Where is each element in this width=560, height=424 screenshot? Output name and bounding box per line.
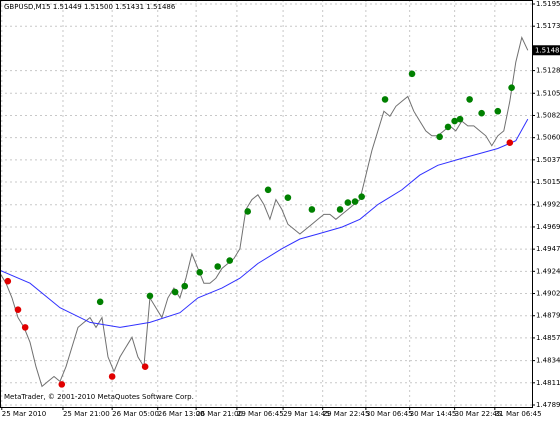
y-tick-label: 1.48115 bbox=[536, 379, 560, 387]
signal-dot bbox=[506, 139, 514, 146]
x-tick-label: 31 Mar 06:45 bbox=[495, 410, 542, 418]
signal-dot bbox=[466, 96, 473, 103]
signal-dot bbox=[264, 186, 272, 194]
y-tick-label: 1.49245 bbox=[536, 267, 560, 275]
y-tick-label: 1.48570 bbox=[536, 334, 560, 342]
signal-dot bbox=[226, 257, 234, 264]
y-tick-label: 1.50825 bbox=[536, 111, 560, 119]
signal-dot bbox=[141, 363, 149, 371]
y-tick-label: 1.51280 bbox=[536, 67, 560, 75]
signal-dot bbox=[381, 96, 389, 103]
x-tick-label: 29 Mar 14:45 bbox=[283, 410, 330, 418]
low: 1.51431 bbox=[115, 3, 144, 11]
series-line bbox=[0, 118, 529, 328]
signal-dot bbox=[171, 288, 179, 296]
signal-dot bbox=[508, 84, 515, 91]
x-tick-label: 26 Mar 05:00 bbox=[112, 410, 159, 418]
signal-dot bbox=[444, 123, 452, 131]
open: 1.51449 bbox=[53, 3, 82, 11]
x-tick-label: 25 Mar 2010 bbox=[2, 410, 46, 418]
footer: MetaTrader, © 2001-2010 MetaQuotes Softw… bbox=[4, 393, 194, 401]
signal-dot bbox=[96, 298, 104, 306]
signal-dot bbox=[284, 194, 292, 201]
signal-dot bbox=[478, 109, 485, 117]
x-tick-label: 26 Mar 21:00 bbox=[196, 410, 243, 418]
signal-dot bbox=[336, 206, 344, 213]
plot-frame bbox=[0, 0, 533, 408]
y-tick-label: 1.50150 bbox=[536, 178, 560, 186]
current-price-box bbox=[533, 45, 560, 56]
signal-dot bbox=[14, 306, 22, 314]
signal-dot bbox=[308, 206, 316, 213]
signal-dot bbox=[456, 115, 464, 123]
x-tick-label: 30 Mar 22:45 bbox=[455, 410, 502, 418]
y-tick-label: 1.49470 bbox=[536, 245, 560, 253]
plot bbox=[0, 36, 529, 388]
x-tick-label: 30 Mar 14:45 bbox=[410, 410, 457, 418]
close: 1.51486 bbox=[146, 3, 175, 11]
signal-dot bbox=[196, 269, 204, 276]
signal-dot bbox=[351, 198, 359, 205]
y-tick-label: 1.49695 bbox=[536, 223, 560, 231]
high: 1.51500 bbox=[84, 3, 113, 11]
y-tick-label: 1.51955 bbox=[536, 0, 560, 8]
y-tick-label: 1.51730 bbox=[536, 22, 560, 30]
y-tick-label: 1.48795 bbox=[536, 312, 560, 320]
y-tick-label: 1.50600 bbox=[536, 134, 560, 142]
signal-dot bbox=[4, 277, 12, 285]
x-tick-label: 29 Mar 06:45 bbox=[237, 410, 284, 418]
header: GBPUSD,M15 1.51449 1.51500 1.51431 1.514… bbox=[4, 3, 176, 11]
symbol: GBPUSD,M15 bbox=[4, 3, 51, 11]
signal-dot bbox=[181, 282, 189, 290]
signal-dot bbox=[244, 208, 252, 215]
x-tick-label: 25 Mar 21:00 bbox=[63, 410, 110, 418]
y-tick-label: 1.48340 bbox=[536, 357, 560, 365]
signal-dot bbox=[358, 193, 365, 200]
x-tick-label: 30 Mar 06:45 bbox=[366, 410, 413, 418]
y-tick-label: 1.49020 bbox=[536, 290, 560, 298]
signal-dot bbox=[408, 70, 416, 78]
signal-dot bbox=[146, 292, 154, 300]
signal-dot bbox=[451, 117, 458, 125]
y-tick-label: 1.49920 bbox=[536, 201, 560, 209]
signal-dot bbox=[58, 381, 66, 388]
signal-dot bbox=[108, 373, 116, 380]
signal-dot bbox=[494, 107, 502, 115]
x-tick-label: 29 Mar 22:45 bbox=[323, 410, 370, 418]
x-tick-label: 26 Mar 13:00 bbox=[158, 410, 205, 418]
signal-dot bbox=[21, 324, 29, 331]
grid bbox=[0, 0, 532, 407]
current-price-label: 1.51486 bbox=[535, 46, 560, 54]
y-tick-label: 1.50375 bbox=[536, 156, 560, 164]
y-tick-label: 1.51050 bbox=[536, 89, 560, 97]
signal-dot bbox=[214, 263, 222, 270]
signal-dot bbox=[344, 199, 352, 206]
y-tick-label: 1.47890 bbox=[536, 401, 560, 409]
signal-dot bbox=[436, 133, 443, 141]
